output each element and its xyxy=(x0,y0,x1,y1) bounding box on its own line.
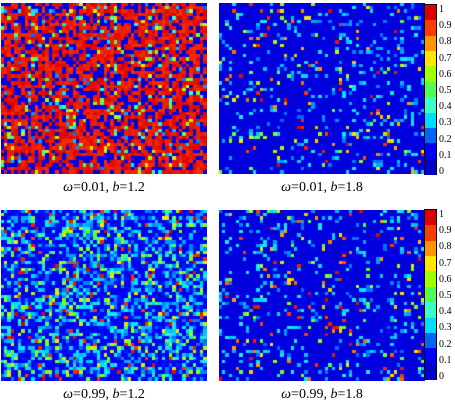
colorbar-segment xyxy=(425,302,436,319)
colorbar-segment xyxy=(425,317,436,334)
equals-sign: = xyxy=(291,180,299,195)
equals-sign: = xyxy=(337,180,346,195)
colorbar-ticks-bottom: 1 0.9 0.8 0.7 0.6 0.5 0.4 0.3 0.2 0.1 0 xyxy=(439,209,455,382)
colorbar-segment xyxy=(425,225,436,242)
colorbar-tick-label: 0.5 xyxy=(439,85,452,96)
colorbar-segment xyxy=(425,286,436,304)
colorbar-bottom xyxy=(424,209,437,380)
b-value: 1.8 xyxy=(345,180,363,195)
equals-sign: = xyxy=(73,387,81,402)
omega-symbol: ω xyxy=(281,387,292,402)
b-value: 1.8 xyxy=(345,387,363,402)
colorbar-segment xyxy=(425,127,436,145)
omega-symbol: ω xyxy=(63,180,74,195)
separator: , xyxy=(105,180,113,195)
colorbar-tick-label: 0.8 xyxy=(439,36,452,48)
b-symbol: b xyxy=(330,180,338,195)
colorbar-segment xyxy=(425,271,436,288)
colorbar-segment xyxy=(425,97,436,114)
equals-sign: = xyxy=(337,387,346,402)
heatmap-panel-bottom-left xyxy=(1,210,207,381)
separator: , xyxy=(105,387,113,402)
colorbar-segment xyxy=(425,210,436,227)
separator: , xyxy=(323,180,331,195)
colorbar-segment xyxy=(425,348,436,365)
caption-top-left: ω=0.01, b=1.2 xyxy=(1,180,207,196)
b-value: 1.2 xyxy=(127,180,145,195)
colorbar-segment xyxy=(425,20,436,37)
colorbar-segment xyxy=(425,66,436,83)
colorbar-segment xyxy=(425,363,436,380)
b-symbol: b xyxy=(112,180,120,195)
equals-sign: = xyxy=(73,180,81,195)
heatmap-canvas xyxy=(1,210,207,381)
colorbar-tick-label: 0.6 xyxy=(439,68,452,80)
omega-value: 0.01 xyxy=(298,180,324,195)
equals-sign: = xyxy=(119,180,128,195)
omega-value: 0.99 xyxy=(80,387,106,402)
caption-bottom-right: ω=0.99, b=1.8 xyxy=(219,387,425,403)
colorbar-tick-label: 0.4 xyxy=(439,101,452,113)
colorbar-tick-label: 0.1 xyxy=(439,354,452,366)
caption-top-right: ω=0.01, b=1.8 xyxy=(219,180,425,196)
equals-sign: = xyxy=(119,387,128,402)
colorbar-tick-label: 0.7 xyxy=(439,52,452,64)
heatmap-panel-bottom-right xyxy=(219,210,425,381)
omega-value: 0.99 xyxy=(298,387,324,402)
colorbar-segment xyxy=(425,81,436,99)
omega-symbol: ω xyxy=(63,387,74,402)
colorbar-segment xyxy=(425,158,436,175)
caption-bottom-left: ω=0.99, b=1.2 xyxy=(1,387,207,403)
colorbar-tick-label: 0.3 xyxy=(439,322,452,334)
b-symbol: b xyxy=(112,387,120,402)
colorbar-tick-label: 0.2 xyxy=(439,338,452,350)
heatmap-panel-top-left xyxy=(1,3,207,174)
colorbar-tick-label: 1 xyxy=(439,4,444,15)
colorbar-tick-label: 0.1 xyxy=(439,149,452,161)
colorbar-segment xyxy=(425,240,436,257)
separator: , xyxy=(323,387,331,402)
colorbar-segment xyxy=(425,143,436,160)
colorbar-top xyxy=(424,4,437,175)
colorbar-tick-label: 0 xyxy=(439,371,444,382)
colorbar-segment xyxy=(425,5,436,22)
heatmap-panel-top-right xyxy=(219,3,425,174)
colorbar-segment xyxy=(425,51,436,68)
colorbar-tick-label: 1 xyxy=(439,209,444,220)
heatmap-canvas xyxy=(219,210,425,381)
equals-sign: = xyxy=(291,387,299,402)
colorbar-tick-label: 0.9 xyxy=(439,20,452,32)
colorbar-segment xyxy=(425,256,436,273)
omega-symbol: ω xyxy=(281,180,292,195)
colorbar-tick-label: 0.2 xyxy=(439,133,452,145)
b-symbol: b xyxy=(330,387,338,402)
colorbar-segment xyxy=(425,35,436,52)
colorbar-segment xyxy=(425,332,436,350)
colorbar-tick-label: 0 xyxy=(439,166,444,177)
heatmap-canvas xyxy=(1,3,207,174)
colorbar-tick-label: 0.7 xyxy=(439,257,452,269)
heatmap-canvas xyxy=(219,3,425,174)
colorbar-tick-label: 0.5 xyxy=(439,290,452,301)
b-value: 1.2 xyxy=(127,387,145,402)
colorbar-tick-label: 0.6 xyxy=(439,273,452,285)
omega-value: 0.01 xyxy=(80,180,106,195)
colorbar-segment xyxy=(425,112,436,129)
colorbar-ticks-top: 1 0.9 0.8 0.7 0.6 0.5 0.4 0.3 0.2 0.1 0 xyxy=(439,4,455,177)
colorbar-tick-label: 0.4 xyxy=(439,306,452,318)
colorbar-tick-label: 0.9 xyxy=(439,225,452,237)
colorbar-tick-label: 0.3 xyxy=(439,117,452,129)
colorbar-tick-label: 0.8 xyxy=(439,241,452,253)
